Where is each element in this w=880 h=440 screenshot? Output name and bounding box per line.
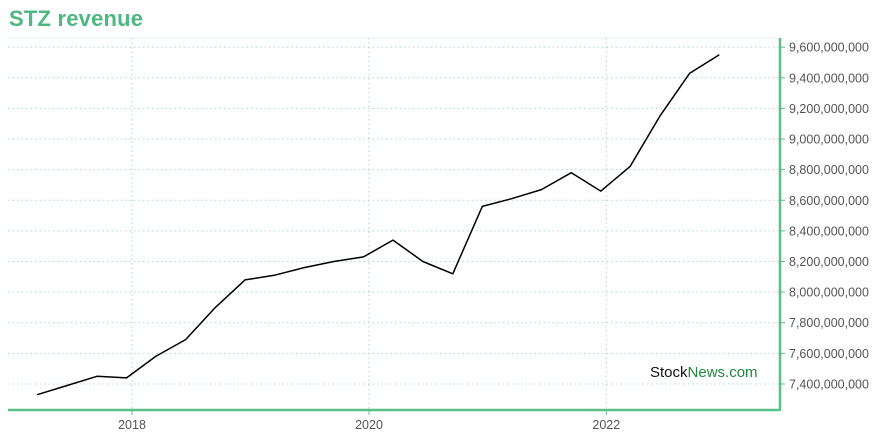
x-tick-label: 2018 [118,418,146,432]
y-tick-label: 9,400,000,000 [789,71,869,85]
x-tick-label: 2022 [592,418,620,432]
y-tick-label: 9,600,000,000 [789,41,869,55]
chart-title: STZ revenue [9,6,144,31]
watermark-stock: Stock [650,364,688,381]
axes [8,38,785,415]
plot-series [36,54,720,396]
x-tick-label: 2020 [355,418,383,432]
y-tick-label: 8,800,000,000 [789,163,869,177]
y-tick-label: 9,000,000,000 [789,133,869,147]
y-tick-label: 8,600,000,000 [789,194,869,208]
tick-labels: 7,400,000,000 7,600,000,000 7,800,000,000 8… [118,41,869,432]
watermark-news: News.com [687,364,758,381]
y-tick-label: 7,400,000,000 [789,377,869,391]
y-tick-label: 8,200,000,000 [789,255,869,269]
y-tick-label: 9,200,000,000 [789,102,869,116]
stocknews-watermark: StockNews.com [650,364,758,381]
y-tick-label: 7,800,000,000 [789,316,869,330]
y-tick-label: 8,000,000,000 [789,286,869,300]
grid-lines [8,37,780,410]
y-tick-label: 8,400,000,000 [789,224,869,238]
y-tick-label: 7,600,000,000 [789,347,869,361]
revenue-series-line [36,54,720,396]
